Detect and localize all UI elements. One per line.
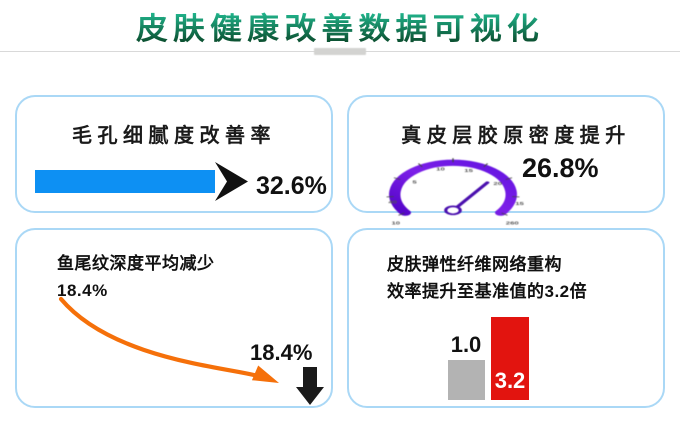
- svg-text:15: 15: [515, 202, 524, 207]
- svg-text:1.0: 1.0: [451, 332, 482, 357]
- svg-text:5: 5: [412, 180, 417, 185]
- svg-text:20: 20: [493, 181, 502, 186]
- svg-text:15: 15: [464, 168, 473, 173]
- svg-text:18.4%: 18.4%: [250, 340, 312, 365]
- svg-text:10: 10: [436, 167, 445, 172]
- svg-text:40: 40: [388, 200, 397, 205]
- svg-text:10: 10: [391, 221, 400, 226]
- svg-text:32.6%: 32.6%: [256, 172, 327, 200]
- svg-text:3.2: 3.2: [495, 368, 526, 393]
- svg-text:260: 260: [506, 221, 520, 226]
